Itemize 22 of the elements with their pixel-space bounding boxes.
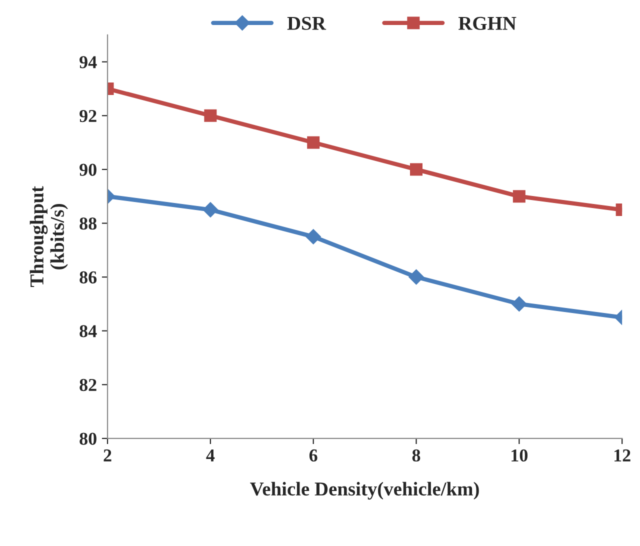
x-tick-label: 8 [412, 449, 420, 462]
point [408, 269, 424, 285]
x-tick-label: 4 [206, 450, 215, 462]
y-tick-label: 90 [80, 164, 96, 176]
y-tick-label: 84 [80, 325, 97, 338]
point [410, 163, 423, 176]
x-tick-label: 2 [104, 449, 112, 462]
y-tick-label: 88 [80, 218, 97, 230]
legend-label: DSR [287, 16, 326, 30]
y-tick-label: 80 [80, 432, 96, 445]
x-tick-label: 12 [614, 449, 630, 462]
y-tick-label: 92 [80, 110, 96, 122]
x-tick-label: 6 [309, 449, 318, 462]
y-tick-label: 94 [80, 56, 97, 68]
legend-label: RGHN [458, 16, 516, 30]
y-axis-title: Throughput (kbits/s) [30, 186, 68, 288]
point [305, 228, 322, 245]
y-tick-label: 82 [80, 378, 96, 392]
point [307, 136, 320, 149]
x-axis-title: Vehicle Density(vehicle/km) [250, 482, 479, 500]
x-tick-label: 10 [512, 449, 528, 462]
y-tick-label: 86 [80, 271, 97, 284]
